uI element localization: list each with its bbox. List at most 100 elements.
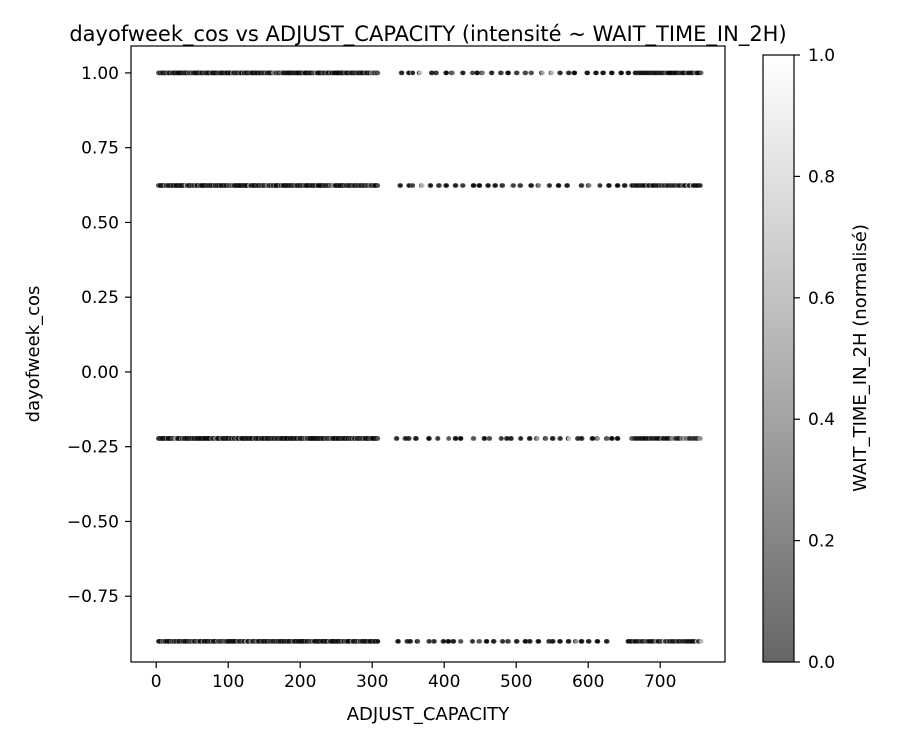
scatter-point xyxy=(523,639,529,644)
scatter-point xyxy=(540,70,545,76)
scatter-point xyxy=(406,436,412,441)
scatter-point xyxy=(626,70,632,76)
scatter-point xyxy=(471,436,477,441)
scatter-point xyxy=(375,70,381,76)
colorbar-tick-label: 1.0 xyxy=(808,46,835,66)
scatter-point xyxy=(604,436,610,441)
scatter-point xyxy=(610,436,615,441)
scatter-point xyxy=(375,436,381,441)
scatter-point xyxy=(550,436,556,441)
colorbar-tick-label: 0.8 xyxy=(808,167,835,187)
scatter-point xyxy=(460,183,466,188)
x-tick-label: 200 xyxy=(284,672,316,692)
scatter-point xyxy=(558,436,563,441)
scatter-point xyxy=(514,70,520,76)
scatter-point xyxy=(506,70,511,76)
scatter-point xyxy=(458,436,464,441)
scatter-point xyxy=(410,183,416,188)
y-axis-label: dayofweek_cos xyxy=(23,286,44,423)
colorbar-tick-label: 0.0 xyxy=(808,653,835,673)
scatter-point xyxy=(594,70,599,76)
y-tick-label: 0.00 xyxy=(81,363,119,383)
scatter-point xyxy=(523,70,529,76)
scatter-point xyxy=(486,183,491,188)
x-tick-label: 100 xyxy=(212,672,244,692)
scatter-point xyxy=(601,70,606,76)
scatter-point xyxy=(619,70,624,76)
scatter-point xyxy=(435,436,441,441)
scatter-point xyxy=(451,639,457,644)
scatter-point xyxy=(477,639,483,644)
y-tick-label: 0.75 xyxy=(81,139,119,159)
x-tick-label: 400 xyxy=(428,672,460,692)
scatter-point xyxy=(415,639,421,644)
scatter-point xyxy=(590,436,596,441)
scatter-point xyxy=(487,436,493,441)
scatter-point xyxy=(536,639,542,644)
y-tick-label: 1.00 xyxy=(81,64,119,84)
scatter-point xyxy=(458,639,464,644)
colorbar-tick-label: 0.2 xyxy=(808,532,835,552)
x-tick-label: 700 xyxy=(644,672,676,692)
scatter-point xyxy=(535,436,540,441)
colorbar xyxy=(762,54,795,663)
x-axis-ticks: 0 100 200 300 400 500 600 700 xyxy=(151,662,676,692)
scatter-point xyxy=(482,436,488,441)
scatter-point xyxy=(547,183,552,188)
scatter-point xyxy=(484,639,490,644)
scatter-point xyxy=(698,183,703,188)
scatter-point xyxy=(471,183,477,188)
x-axis-label: ADJUST_CAPACITY xyxy=(347,704,511,725)
scatter-point xyxy=(446,639,452,644)
scatter-point xyxy=(527,639,533,644)
scatter-point xyxy=(597,183,603,188)
scatter-point xyxy=(511,183,516,188)
scatter-point xyxy=(698,70,704,76)
scatter-point xyxy=(579,639,585,644)
scatter-point xyxy=(396,639,401,644)
x-tick-label: 300 xyxy=(356,672,388,692)
scatter-point xyxy=(428,183,434,188)
scatter-point xyxy=(572,70,578,76)
scatter-point xyxy=(441,639,447,644)
x-tick-label: 500 xyxy=(500,672,532,692)
scatter-point xyxy=(698,639,704,644)
scatter-point xyxy=(408,639,414,644)
scatter-point xyxy=(450,70,455,76)
scatter-point xyxy=(610,70,615,76)
scatter-point xyxy=(543,436,549,441)
scatter-point xyxy=(500,183,506,188)
scatter-point xyxy=(566,639,572,644)
scatter-point xyxy=(434,70,439,76)
scatter-point xyxy=(475,70,480,76)
scatter-point xyxy=(444,183,450,188)
scatter-point xyxy=(550,639,556,644)
scatter-point xyxy=(444,70,450,76)
scatter-point xyxy=(566,70,572,76)
colorbar-label: WAIT_TIME_IN_2H (normalisé) xyxy=(850,224,871,492)
scatter-point xyxy=(470,70,475,76)
scatter-point xyxy=(622,183,628,188)
y-tick-label: −0.75 xyxy=(67,587,119,607)
scatter-point xyxy=(446,436,452,441)
scatter-point xyxy=(509,436,514,441)
scatter-point xyxy=(607,183,612,188)
scatter-point xyxy=(586,183,592,188)
scatter-point xyxy=(698,436,703,441)
scatter-point xyxy=(489,70,495,76)
scatter-point xyxy=(558,639,563,644)
scatter-point xyxy=(414,436,419,441)
colorbar-tick-label: 0.4 xyxy=(808,410,835,430)
scatter-point xyxy=(565,183,570,188)
scatter-point xyxy=(499,70,504,76)
colorbar-tick-label: 0.6 xyxy=(808,289,835,309)
scatter-point xyxy=(460,70,466,76)
chart-title: dayofweek_cos vs ADJUST_CAPACITY (intens… xyxy=(69,22,786,47)
scatter-point xyxy=(615,183,621,188)
scatter-point xyxy=(518,183,524,188)
y-tick-label: −0.50 xyxy=(67,512,119,532)
scatter-point xyxy=(536,183,542,188)
scatter-point xyxy=(504,436,510,441)
y-tick-label: −0.25 xyxy=(67,438,119,458)
scatter-point xyxy=(427,639,432,644)
